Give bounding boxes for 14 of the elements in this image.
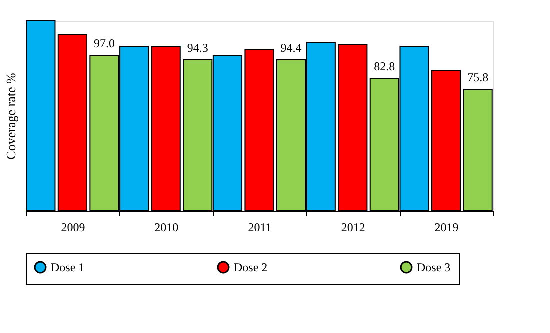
data-label: 82.8 (374, 59, 396, 74)
data-label: 75.8 (468, 70, 489, 85)
x-tick-label: 2009 (61, 220, 86, 234)
x-tick-label: 2010 (154, 220, 179, 234)
legend-label: Dose 3 (417, 260, 451, 275)
data-label: 94.4 (280, 40, 302, 55)
legend-label: Dose 1 (51, 260, 85, 275)
x-tick-label: 2011 (248, 220, 272, 234)
x-tick-label: 2019 (434, 220, 459, 234)
x-tick-label: 2012 (341, 220, 366, 234)
data-label: 94.3 (187, 41, 208, 56)
data-label: 97.0 (94, 36, 115, 51)
legend-label: Dose 2 (234, 260, 268, 275)
y-axis-title: Coverage rate % (4, 73, 18, 160)
